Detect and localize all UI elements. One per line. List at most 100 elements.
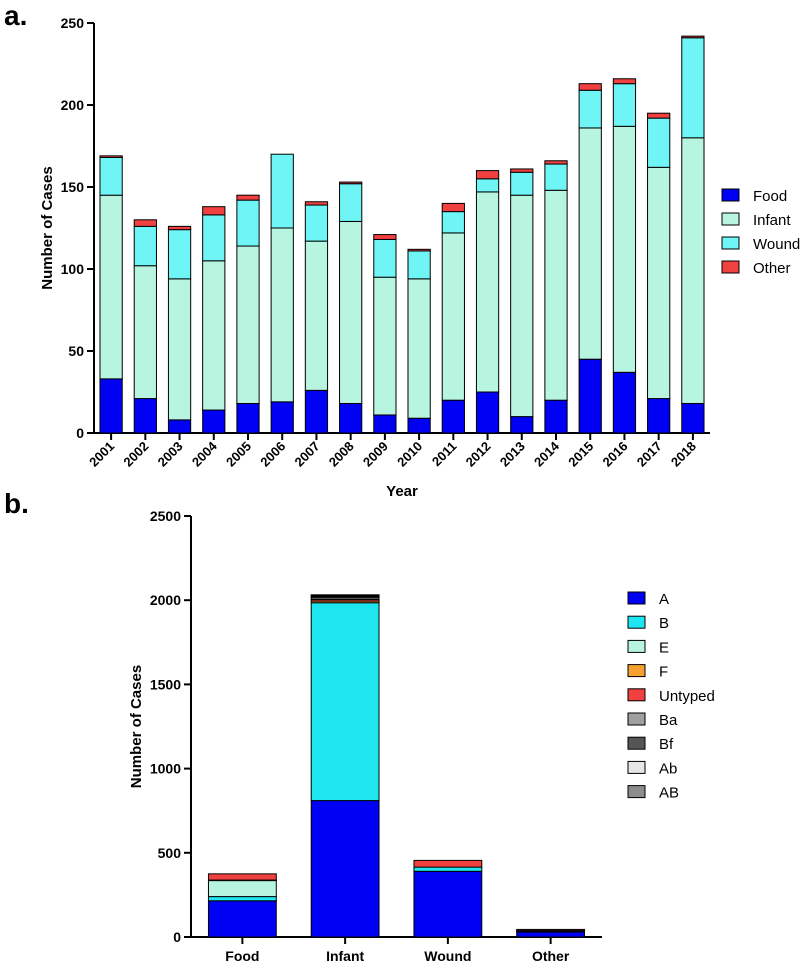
x-tick-label: 2007 xyxy=(292,439,323,470)
bar-infant-2004 xyxy=(202,260,226,411)
bar-food-2013 xyxy=(510,416,534,434)
bar-wound-2015 xyxy=(578,89,602,129)
bar-food-2005 xyxy=(236,402,260,434)
bar-wound-2018 xyxy=(681,37,705,139)
y-tick-label: 0 xyxy=(76,425,84,441)
x-tick-label: 2008 xyxy=(326,439,357,470)
bar-infant-2017 xyxy=(647,166,671,400)
bar-food-2010 xyxy=(407,417,431,434)
bar-food-2018 xyxy=(681,402,705,434)
panel-a-label: a. xyxy=(4,0,28,31)
bar-wound-2016 xyxy=(612,83,637,127)
bar-infant-2013 xyxy=(510,194,534,418)
bar-infant-2005 xyxy=(236,245,260,404)
bar-food-2012 xyxy=(475,391,500,434)
x-tick-label: 2017 xyxy=(634,439,665,470)
x-tick-label: 2006 xyxy=(257,439,288,470)
bar-wound-2017 xyxy=(647,117,671,168)
y-tick-label: 100 xyxy=(61,261,85,277)
bar-infant-2007 xyxy=(304,240,329,391)
bar-food-2015 xyxy=(578,358,602,434)
bar-other-2014 xyxy=(544,160,568,165)
bar-other-2016 xyxy=(612,78,637,85)
bar-other-2008 xyxy=(339,181,363,185)
legend-label-infant: Infant xyxy=(753,212,791,229)
bar-wound-2007 xyxy=(304,204,329,242)
bar-food-2009 xyxy=(373,414,397,434)
y-tick-label: 200 xyxy=(61,97,85,113)
bar-food-2006 xyxy=(270,401,294,434)
bar-wound-2014 xyxy=(544,163,568,191)
bar-other-2011 xyxy=(441,202,465,213)
legend-label-other: Other xyxy=(753,260,791,277)
x-tick-label: 2004 xyxy=(189,438,221,470)
bar-food-2007 xyxy=(304,389,329,434)
bar-infant-2009 xyxy=(373,276,397,416)
bar-wound-2012 xyxy=(475,178,500,193)
bar-infant-2018 xyxy=(681,137,705,404)
x-tick-label: 2015 xyxy=(565,439,596,470)
bar-infant-2015 xyxy=(578,127,602,360)
bar-wound-2004 xyxy=(202,214,226,262)
bar-food-2016 xyxy=(612,371,637,434)
bar-other-2018 xyxy=(681,35,705,39)
bar-infant-2016 xyxy=(612,125,637,373)
x-tick-label: 2011 xyxy=(429,439,460,470)
bar-wound-2010 xyxy=(407,250,431,280)
legend-label-wound: Wound xyxy=(753,236,800,253)
bar-other-2003 xyxy=(167,225,192,231)
x-tick-label: 2013 xyxy=(497,439,528,470)
bar-other-2007 xyxy=(304,201,329,206)
bar-food-2008 xyxy=(339,402,363,434)
bar-wound-2002 xyxy=(133,225,157,267)
bar-other-2001 xyxy=(99,155,123,158)
bar-infant-2011 xyxy=(441,232,465,401)
bar-infant-2014 xyxy=(544,189,568,401)
bar-infant-2006 xyxy=(270,227,294,403)
bar-wound-2001 xyxy=(99,156,123,196)
x-tick-label: 2018 xyxy=(668,439,699,470)
x-tick-label: 2005 xyxy=(223,439,254,470)
bar-other-2012 xyxy=(475,170,500,180)
legend-swatch-food xyxy=(721,188,740,202)
bar-wound-2006 xyxy=(270,153,294,229)
bar-food-2011 xyxy=(441,399,465,434)
legend-swatch-wound xyxy=(721,236,740,250)
bar-other-2015 xyxy=(578,83,602,91)
y-tick-label: 250 xyxy=(61,15,85,31)
bar-other-2013 xyxy=(510,168,534,173)
panel-b-label: b. xyxy=(4,488,29,519)
x-tick-label: 2002 xyxy=(120,439,151,470)
legend-swatch-infant xyxy=(721,212,740,226)
bar-food-2004 xyxy=(202,409,226,434)
bar-wound-2013 xyxy=(510,171,534,196)
x-tick-label: 2014 xyxy=(531,438,563,470)
bar-wound-2003 xyxy=(167,229,192,280)
x-tick-label: 2001 xyxy=(86,439,117,470)
y-tick-label: 50 xyxy=(68,343,84,359)
bar-other-2010 xyxy=(407,248,431,252)
bar-infant-2008 xyxy=(339,220,363,404)
bar-infant-2010 xyxy=(407,278,431,419)
x-tick-label: 2010 xyxy=(394,439,425,470)
bar-other-2005 xyxy=(236,194,260,201)
bar-food-2001 xyxy=(99,378,123,434)
bar-other-2002 xyxy=(133,219,157,227)
bar-infant-2002 xyxy=(133,265,157,400)
bar-food-2017 xyxy=(647,398,671,434)
bar-food-2002 xyxy=(133,398,157,434)
bar-food-2003 xyxy=(167,419,192,434)
x-axis-title: Year xyxy=(386,483,418,500)
bar-infant-2001 xyxy=(99,194,123,380)
y-tick-label: 150 xyxy=(61,179,85,195)
x-tick-label: 2016 xyxy=(600,439,631,470)
bar-infant-2012 xyxy=(475,191,500,393)
bar-other-2017 xyxy=(647,112,671,119)
legend-swatch-other xyxy=(721,260,740,274)
bar-wound-2005 xyxy=(236,199,260,247)
x-tick-label: 2012 xyxy=(463,439,494,470)
bar-wound-2009 xyxy=(373,238,397,278)
bar-other-2009 xyxy=(373,234,397,240)
legend-label-food: Food xyxy=(753,188,787,205)
